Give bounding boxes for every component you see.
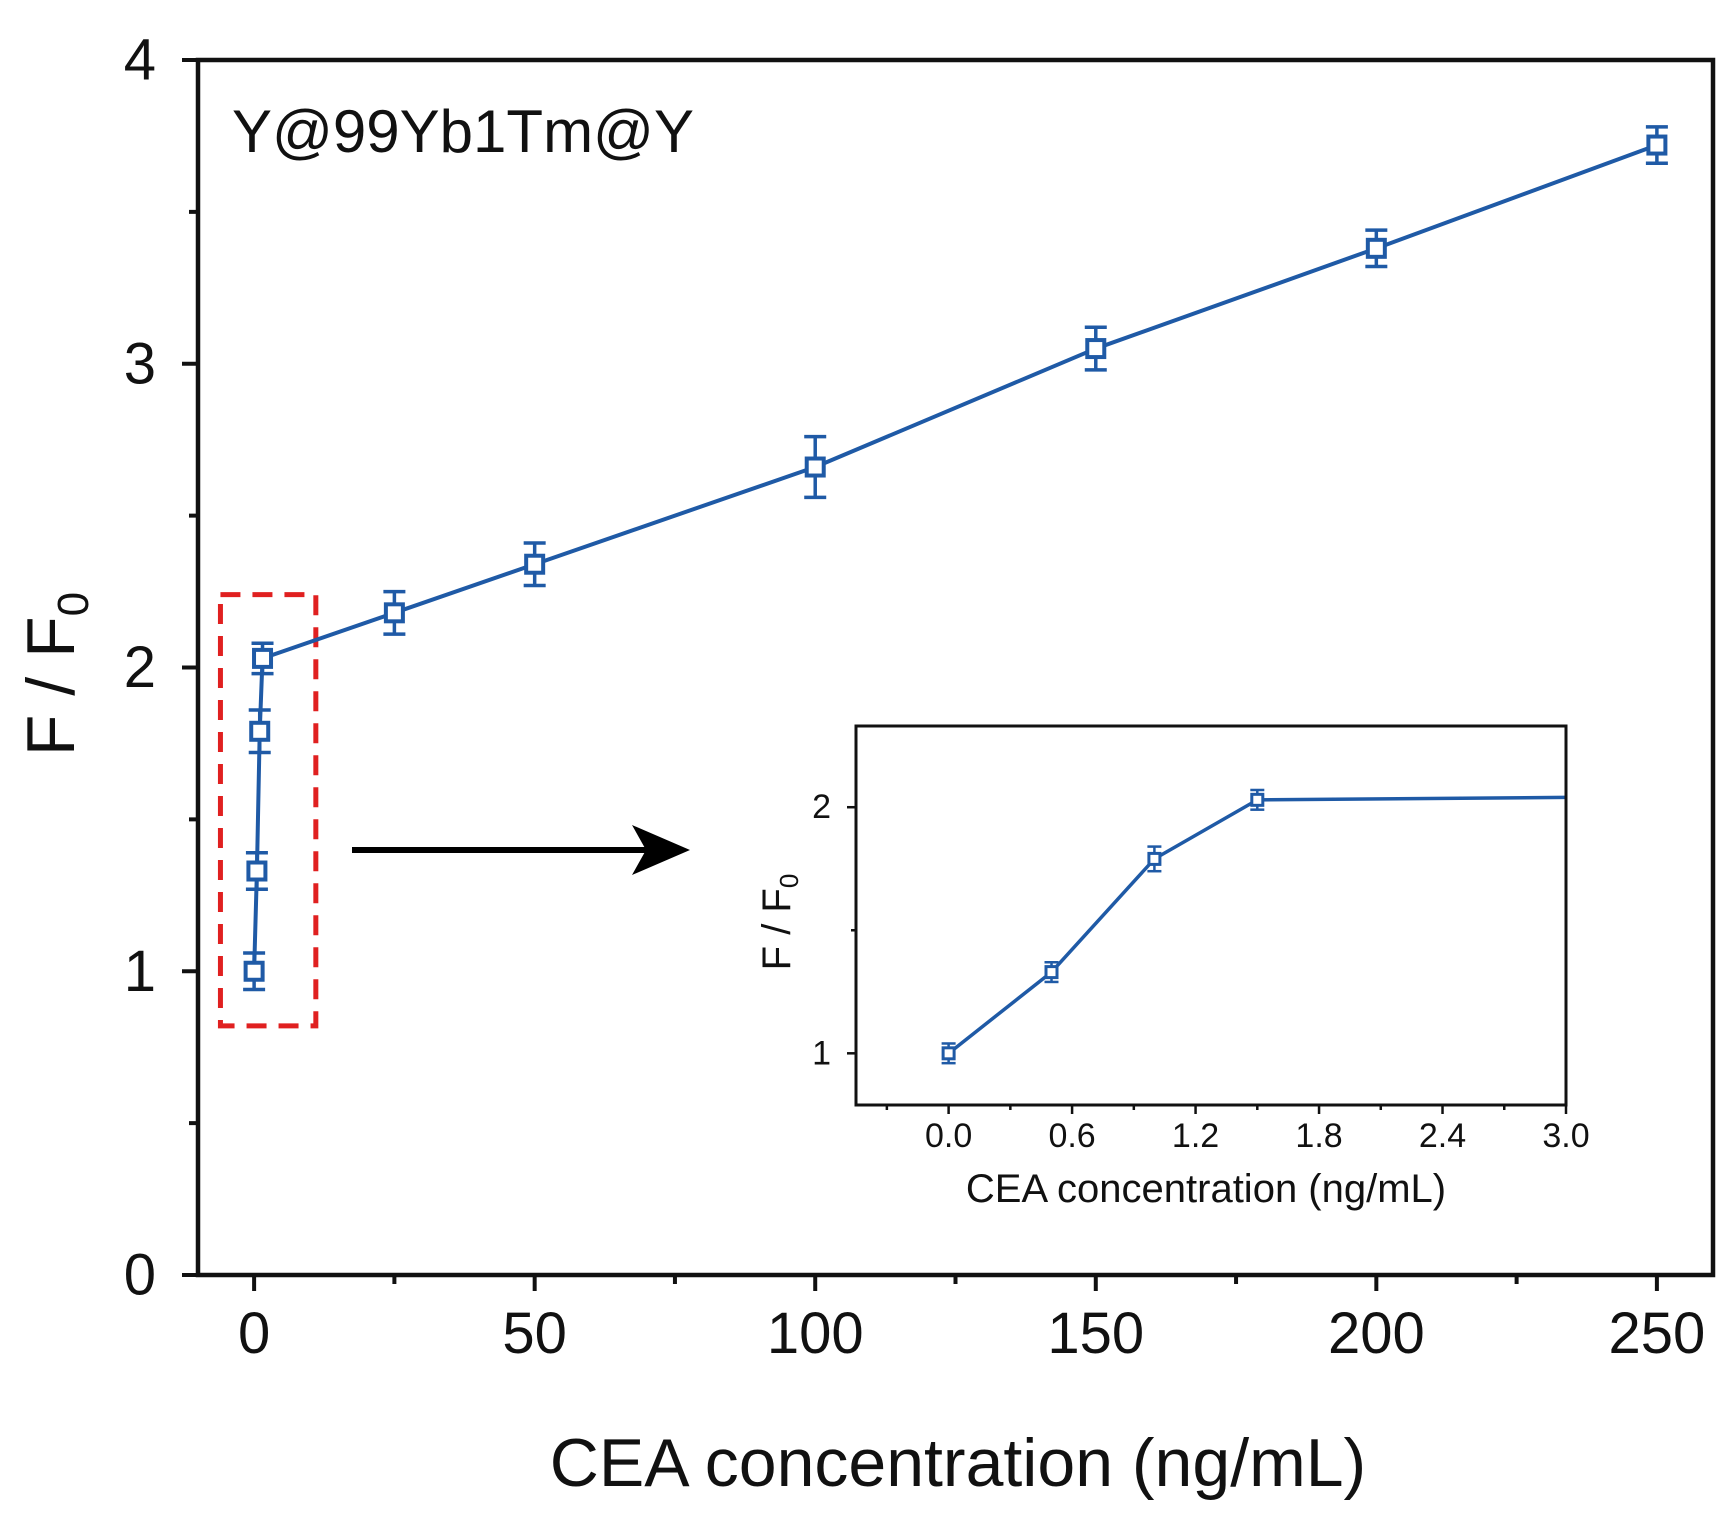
inset-marker (941, 1046, 956, 1061)
inset-y-tick-label: 1 (812, 1034, 831, 1072)
inset-x-tick-label: 2.4 (1419, 1117, 1466, 1155)
zoom-arrow (352, 825, 690, 875)
main-marker (249, 720, 271, 742)
main-data-point (1084, 325, 1107, 372)
main-series (243, 125, 1668, 992)
main-marker (804, 456, 826, 478)
inset-x-axis-label: CEA concentration (ng/mL) (966, 1167, 1446, 1211)
main-x-tick-label: 0 (238, 1301, 270, 1366)
main-series-line (252, 143, 1658, 972)
main-plot-frame (195, 57, 1716, 1278)
main-marker (383, 602, 405, 624)
main-marker (1646, 134, 1668, 156)
main-annotation (217, 592, 690, 1029)
main-marker (246, 860, 268, 882)
arrow-head (632, 825, 690, 875)
inset-marker (1044, 965, 1059, 980)
inset-data-point (1250, 788, 1265, 811)
main-y-label-main: F / F (13, 616, 89, 756)
inset-chart: 0.0 0.6 1.2 1.8 2.4 3.0 1 2 CEA concentration (… (755, 724, 1590, 1211)
main-chart-title: Y@99Yb1Tm@Y (232, 98, 694, 165)
inset-y-label-subscript: 0 (774, 874, 804, 888)
inset-marker (1250, 792, 1265, 807)
main-x-axis-label: CEA concentration (ng/mL) (550, 1425, 1366, 1501)
main-y-tick-label: 1 (124, 939, 156, 1004)
main-y-axis-label: F / F0 (13, 592, 98, 756)
svg-text:F / F0: F / F0 (755, 874, 804, 971)
main-data-point (243, 951, 266, 992)
main-data-point (523, 541, 546, 588)
main-y-tick-label: 4 (124, 28, 156, 93)
main-axis-ticks: 0 50 100 150 200 250 0 1 2 3 4 (124, 28, 1706, 1367)
main-x-tick-label: 250 (1608, 1301, 1705, 1366)
inset-background (856, 726, 1566, 1105)
main-x-tick-label: 100 (767, 1301, 864, 1366)
main-y-tick-label: 2 (124, 635, 156, 700)
main-marker (243, 960, 265, 982)
main-data-point (245, 851, 268, 891)
inset-data-point (941, 1042, 956, 1065)
main-x-tick-label: 150 (1047, 1301, 1144, 1366)
main-marker (1365, 237, 1387, 259)
main-y-tick-label: 3 (124, 331, 156, 396)
inset-x-tick-label: 0.6 (1048, 1117, 1095, 1155)
main-y-tick-label: 0 (124, 1243, 156, 1308)
main-data-point (804, 434, 827, 500)
main-x-tick-label: 50 (502, 1301, 567, 1366)
inset-y-label-main: F / F (755, 888, 799, 970)
main-marker (252, 647, 274, 669)
inset-data-point (1147, 845, 1162, 873)
main-data-point (1645, 125, 1668, 166)
main-x-tick-label: 200 (1328, 1301, 1425, 1366)
inset-marker (1147, 851, 1162, 866)
main-y-label-subscript: 0 (49, 592, 98, 616)
main-marker (524, 553, 546, 575)
inset-x-tick-label: 1.2 (1172, 1117, 1219, 1155)
inset-x-tick-label: 3.0 (1542, 1117, 1589, 1155)
inset-y-axis-label: F / F0 (755, 874, 804, 971)
main-marker (1085, 338, 1107, 360)
inset-x-tick-label: 1.8 (1295, 1117, 1342, 1155)
inset-y-tick-label: 2 (812, 788, 831, 826)
inset-axis-ticks: 0.0 0.6 1.2 1.8 2.4 3.0 1 2 (812, 788, 1590, 1155)
inset-data-point (1044, 961, 1059, 984)
inset-series (941, 788, 1567, 1065)
main-data-point (251, 641, 274, 676)
svg-text:F / F0: F / F0 (13, 592, 98, 756)
main-data-point (383, 589, 406, 636)
main-data-point (248, 708, 271, 755)
inset-x-tick-label: 0.0 (925, 1117, 972, 1155)
highlight-box (217, 592, 319, 1029)
main-data-point (1365, 228, 1388, 269)
inset-plot-frame (854, 724, 1568, 1107)
